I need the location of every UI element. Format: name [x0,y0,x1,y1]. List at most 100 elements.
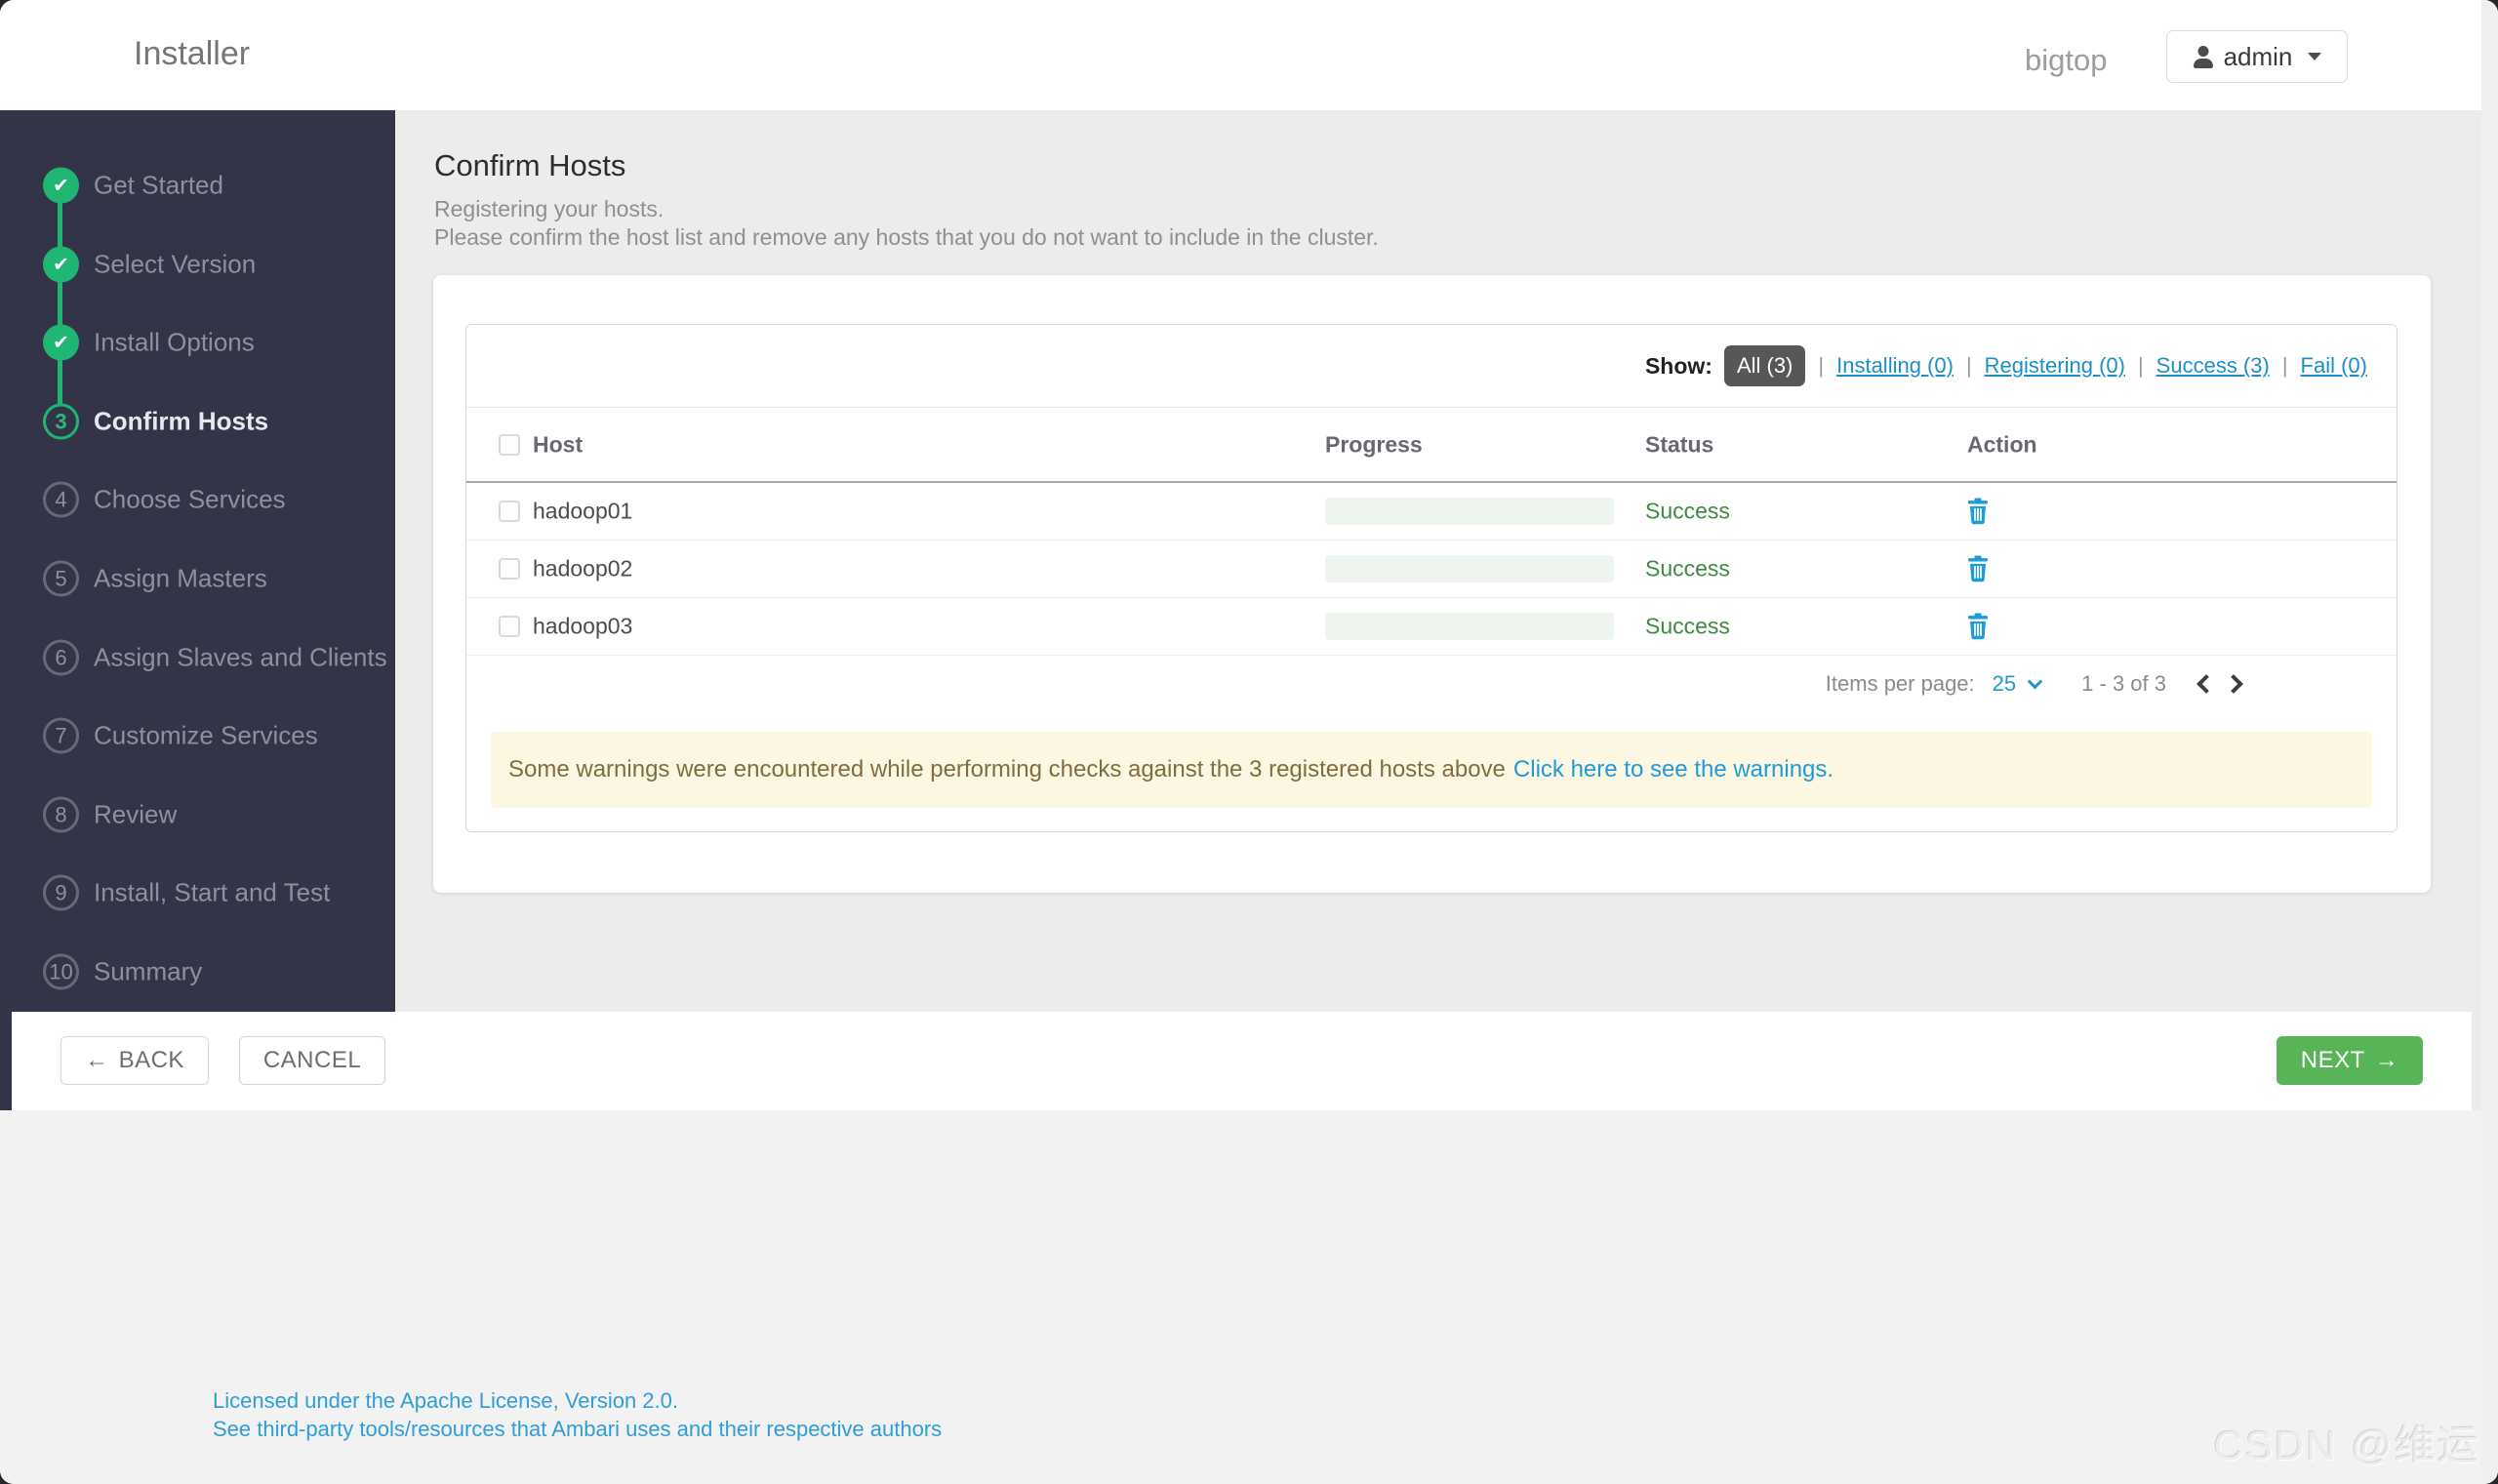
sidebar-step-summary: 10 Summary [0,953,395,990]
step-number: 5 [43,560,79,597]
cancel-button[interactable]: CANCEL [239,1036,385,1085]
status-badge: Success [1645,555,1730,582]
next-arrow-icon: → [2374,1047,2399,1073]
wizard-sidebar: ✔ Get Started ✔ Select Version ✔ Install… [0,110,395,1110]
row-checkbox[interactable] [499,558,520,580]
host-name: hadoop01 [533,498,633,524]
sidebar-step-select-version: ✔ Select Version [0,246,395,283]
column-header-action: Action [1967,431,2037,457]
column-header-status: Status [1645,431,1714,457]
filter-registering[interactable]: Registering (0) [1984,353,2125,378]
table-row: hadoop02 Success [466,541,2397,598]
step-label: Choose Services [94,484,286,514]
next-button[interactable]: NEXT → [2276,1036,2423,1085]
back-button-label: BACK [118,1047,184,1073]
step-label: Confirm Hosts [94,406,269,436]
status-filter-row: Show: All (3) | Installing (0) | Registe… [466,325,2397,408]
sidebar-step-get-started: ✔ Get Started [0,167,395,204]
status-badge: Success [1645,498,1730,524]
step-number: 7 [43,717,79,754]
user-menu-button[interactable]: admin [2166,30,2348,83]
cluster-name: bigtop [2025,43,2108,77]
progress-bar [1325,555,1614,582]
previous-page-icon[interactable] [2196,674,2216,694]
check-icon: ✔ [43,246,79,283]
step-label: Assign Slaves and Clients [94,642,387,672]
sidebar-step-install-start-test: 9 Install, Start and Test [0,874,395,911]
show-filter-label: Show: [1644,352,1712,379]
wizard-steps: ✔ Get Started ✔ Select Version ✔ Install… [0,110,395,1110]
page-size-chevron-down-icon[interactable] [2027,673,2043,689]
filter-separator: | [1818,353,1825,378]
sidebar-step-assign-slaves: 6 Assign Slaves and Clients [0,639,395,676]
confirm-hosts-card: Show: All (3) | Installing (0) | Registe… [433,275,2431,893]
app-title: Installer [134,35,251,72]
step-number: 4 [43,481,79,518]
page-title: Confirm Hosts [434,148,626,182]
items-per-page-label: Items per page: [1825,671,1975,696]
sidebar-step-confirm-hosts: 3 Confirm Hosts [0,403,395,440]
column-header-progress: Progress [1325,431,1423,457]
check-icon: ✔ [43,324,79,361]
step-label: Select Version [94,249,257,279]
back-button[interactable]: ← BACK [60,1036,209,1085]
status-badge: Success [1645,613,1730,639]
user-icon [2193,46,2214,68]
page-size-select[interactable]: 25 [1992,671,2017,696]
trash-icon[interactable] [1967,555,1989,582]
user-name: admin [2223,41,2293,71]
step-label: Install, Start and Test [94,877,331,907]
paginator: Items per page: 25 1 - 3 of 3 [466,656,2397,712]
row-checkbox[interactable] [499,616,520,637]
third-party-link[interactable]: See third-party tools/resources that Amb… [213,1417,943,1441]
filter-separator: | [2281,353,2288,378]
filter-fail[interactable]: Fail (0) [2300,353,2367,378]
hosts-table-panel: Show: All (3) | Installing (0) | Registe… [465,324,2397,832]
wizard-action-bar: ← BACK CANCEL NEXT → [12,1012,2472,1110]
step-number: 10 [43,953,79,990]
sidebar-step-review: 8 Review [0,796,395,833]
sidebar-step-install-options: ✔ Install Options [0,324,395,361]
back-arrow-icon: ← [85,1047,109,1073]
page-subtitle: Registering your hosts. Please confirm t… [434,195,1379,252]
top-header: Installer bigtop admin [0,0,2498,110]
sidebar-step-assign-masters: 5 Assign Masters [0,560,395,597]
step-label: Customize Services [94,720,318,750]
warnings-alert: Some warnings were encountered while per… [491,732,2372,808]
host-name: hadoop02 [533,555,633,582]
subtitle-line-2: Please confirm the host list and remove … [434,224,1379,250]
page-footer [0,1110,2498,1484]
progress-bar [1325,613,1614,640]
check-icon: ✔ [43,167,79,204]
row-checkbox[interactable] [499,501,520,522]
warning-text: Some warnings were encountered while per… [508,756,1506,782]
step-number: 8 [43,796,79,833]
subtitle-line-1: Registering your hosts. [434,196,665,221]
step-number: 6 [43,639,79,676]
footer-links: Licensed under the Apache License, Versi… [213,1386,942,1443]
sidebar-step-customize-services: 7 Customize Services [0,717,395,754]
vertical-scrollbar[interactable] [2481,0,2498,1484]
warnings-link[interactable]: Click here to see the warnings. [1512,756,1834,782]
step-label: Assign Masters [94,563,267,593]
trash-icon[interactable] [1967,613,1989,640]
sidebar-step-choose-services: 4 Choose Services [0,481,395,518]
trash-icon[interactable] [1967,498,1989,525]
step-number: 9 [43,874,79,911]
next-page-icon[interactable] [2224,674,2243,694]
table-header-row: Host Progress Status Action [466,408,2397,483]
license-link[interactable]: Licensed under the Apache License, Versi… [213,1388,679,1413]
filter-separator: | [2137,353,2144,378]
table-row: hadoop01 Success [466,483,2397,541]
filter-success[interactable]: Success (3) [2156,353,2270,378]
select-all-checkbox[interactable] [499,433,520,456]
step-number: 3 [43,403,79,440]
step-connector-line [58,185,62,421]
cancel-button-label: CANCEL [262,1047,362,1073]
step-label: Review [94,799,178,829]
filter-all[interactable]: All (3) [1723,345,1806,386]
filter-installing[interactable]: Installing (0) [1836,353,1954,378]
table-row: hadoop03 Success [466,598,2397,656]
step-label: Get Started [94,170,223,200]
